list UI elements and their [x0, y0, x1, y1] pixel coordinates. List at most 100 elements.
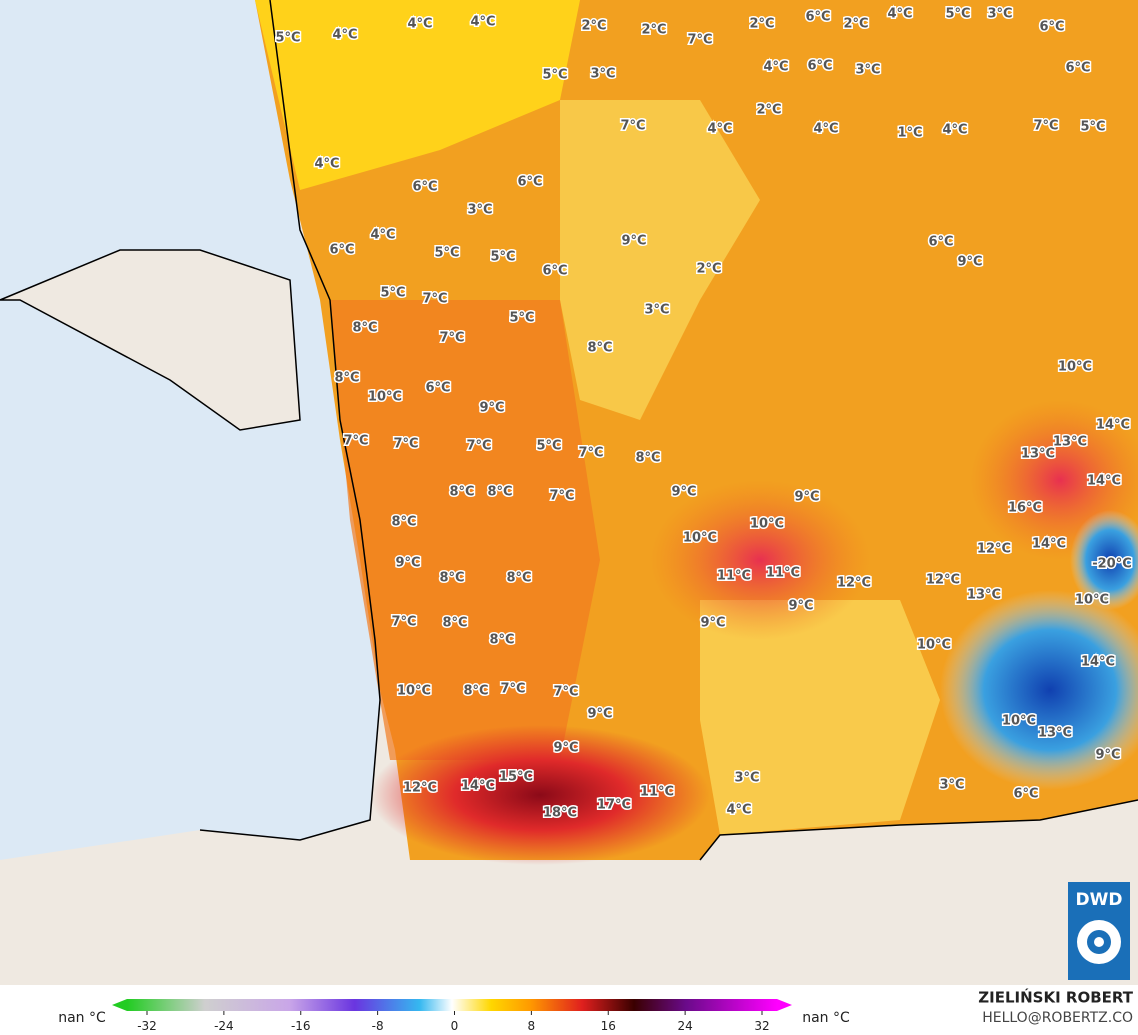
colorbar-tick-label: 24	[677, 1019, 692, 1033]
colorbar-tick-label: -32	[137, 1019, 157, 1033]
temperature-label: 8°C	[635, 451, 660, 466]
temperature-label: 5°C	[536, 439, 561, 454]
temperature-label: 15°C	[499, 770, 533, 785]
temperature-label: 10°C	[1002, 714, 1036, 729]
temperature-label: 6°C	[542, 264, 567, 279]
author: ZIELIŃSKI ROBERT	[978, 988, 1133, 1007]
temperature-label: 4°C	[370, 228, 395, 243]
temperature-label: 9°C	[621, 234, 646, 249]
temperature-label: 3°C	[590, 67, 615, 82]
temperature-label: 5°C	[542, 68, 567, 83]
temperature-label: 7°C	[578, 446, 603, 461]
colorbar	[127, 999, 777, 1011]
temperature-label: 6°C	[1013, 787, 1038, 802]
temperature-label: 14°C	[1096, 418, 1130, 433]
temperature-label: 10°C	[397, 684, 431, 699]
colorbar-tick-label: 8	[528, 1019, 536, 1033]
temperature-label: 13°C	[1021, 447, 1055, 462]
temperature-label: 8°C	[439, 571, 464, 586]
temperature-label: 1°C	[897, 126, 922, 141]
cool-field	[560, 100, 760, 420]
temperature-label: 7°C	[393, 437, 418, 452]
temperature-label: 13°C	[1053, 435, 1087, 450]
temperature-label: 14°C	[461, 779, 495, 794]
temperature-label: 9°C	[587, 707, 612, 722]
temperature-label: 7°C	[439, 331, 464, 346]
temperature-label: 7°C	[391, 615, 416, 630]
temperature-label: 2°C	[696, 262, 721, 277]
temperature-label: 12°C	[926, 573, 960, 588]
temperature-label: 9°C	[479, 401, 504, 416]
temperature-label: 14°C	[1032, 537, 1066, 552]
temperature-label: 3°C	[939, 778, 964, 793]
temperature-label: 7°C	[553, 685, 578, 700]
colorbar-tick-label: -16	[291, 1019, 311, 1033]
warm-field	[330, 300, 600, 760]
temperature-label: 16°C	[1008, 501, 1042, 516]
temperature-label: 6°C	[1065, 61, 1090, 76]
temperature-label: 10°C	[750, 517, 784, 532]
temperature-label: 4°C	[407, 17, 432, 32]
temperature-label: 9°C	[794, 490, 819, 505]
temperature-label: 7°C	[620, 119, 645, 134]
temperature-label: 3°C	[467, 203, 492, 218]
temperature-label: 2°C	[641, 23, 666, 38]
temperature-label: 4°C	[314, 157, 339, 172]
temperature-label: 8°C	[463, 684, 488, 699]
temperature-label: 9°C	[788, 599, 813, 614]
colorbar-right-label: nan °C	[802, 1010, 850, 1026]
temperature-label: 12°C	[403, 781, 437, 796]
colorbar-extend	[112, 999, 127, 1011]
temperature-label: 6°C	[412, 180, 437, 195]
cool-field	[700, 600, 940, 835]
temperature-label: 8°C	[587, 341, 612, 356]
temperature-label: 5°C	[1080, 120, 1105, 135]
temperature-label: 6°C	[928, 235, 953, 250]
temperature-label: 9°C	[553, 741, 578, 756]
temperature-label: 12°C	[977, 542, 1011, 557]
temperature-label: 4°C	[707, 122, 732, 137]
temperature-label: 5°C	[380, 286, 405, 301]
temperature-label: -20°C	[1092, 557, 1132, 572]
temperature-label: 9°C	[671, 485, 696, 500]
colorbar-left-label: nan °C	[58, 1010, 106, 1026]
temperature-label: 3°C	[987, 7, 1012, 22]
temperature-label: 10°C	[368, 390, 402, 405]
brittany	[0, 249, 301, 431]
temperature-label: 6°C	[517, 175, 542, 190]
temperature-label: 13°C	[1038, 726, 1072, 741]
temperature-label: 4°C	[332, 28, 357, 43]
temperature-label: 10°C	[917, 638, 951, 653]
temperature-label: 7°C	[687, 33, 712, 48]
hot-field	[650, 480, 870, 640]
temperature-label: 8°C	[489, 633, 514, 648]
coastline	[699, 799, 1138, 861]
temperature-label: 5°C	[434, 246, 459, 261]
temperature-label: 5°C	[490, 250, 515, 265]
colorbar-tick-label: 16	[601, 1019, 616, 1033]
temperature-label: 10°C	[1058, 360, 1092, 375]
temperature-label: 5°C	[945, 7, 970, 22]
colorbar-tick-label: 0	[451, 1019, 459, 1033]
temperature-label: 7°C	[500, 682, 525, 697]
temperature-label: 8°C	[487, 485, 512, 500]
temperature-label: 11°C	[717, 569, 751, 584]
temperature-label: 4°C	[942, 123, 967, 138]
temperature-label: 4°C	[763, 60, 788, 75]
temperature-label: 6°C	[425, 381, 450, 396]
temperature-label: 13°C	[967, 588, 1001, 603]
temperature-label: 5°C	[509, 311, 534, 326]
temperature-label: 10°C	[683, 531, 717, 546]
temperature-label: 3°C	[644, 303, 669, 318]
temperature-label: 8°C	[391, 515, 416, 530]
temperature-label: 9°C	[395, 556, 420, 571]
temperature-label: 9°C	[957, 255, 982, 270]
temperature-label: 11°C	[640, 785, 674, 800]
email: HELLO@ROBERTZ.CO	[982, 1010, 1133, 1026]
cold-field	[940, 590, 1138, 790]
temperature-label: 14°C	[1087, 474, 1121, 489]
temperature-label: 7°C	[422, 292, 447, 307]
temperature-label: 2°C	[756, 103, 781, 118]
